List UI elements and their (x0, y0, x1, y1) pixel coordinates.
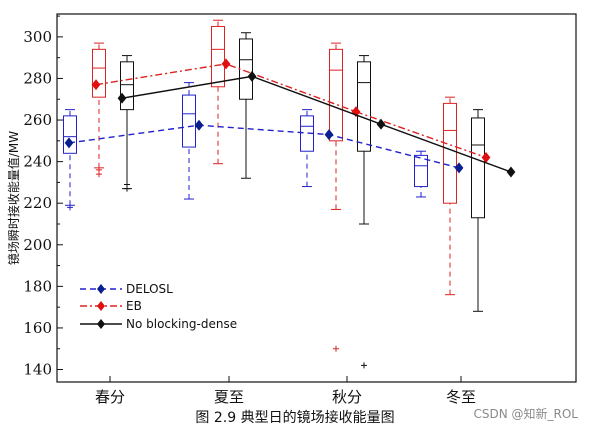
mean-marker (247, 70, 257, 82)
box-body (443, 102, 457, 204)
x-tick-label: 冬至 (446, 388, 476, 406)
outlier-point (96, 171, 102, 178)
outlier-point (361, 362, 367, 369)
y-tick-label: 200 (23, 236, 52, 254)
box-plot-item (443, 96, 457, 296)
box-body (211, 25, 225, 88)
mean-marker (64, 137, 74, 149)
legend-label: No blocking-dense (126, 317, 237, 331)
mean-marker (324, 129, 334, 141)
outlier-point (333, 345, 339, 352)
box-body (63, 115, 77, 154)
box-body (239, 38, 253, 100)
figure-caption: 图 2.9 典型日的镜场接收能量图 (195, 409, 394, 426)
legend-marker (97, 301, 105, 311)
legend-label: EB (126, 299, 142, 313)
legend-marker (97, 284, 105, 294)
series-mean-line (121, 75, 512, 173)
y-tick-label: 300 (23, 28, 52, 46)
box-plot-item (63, 109, 77, 211)
y-axis: 140 160 180 200 220 240 260 280 300 (23, 15, 63, 379)
series-mean-line (95, 63, 487, 159)
series-mean-line (68, 124, 460, 169)
mean-marker (454, 162, 464, 174)
box-body (329, 48, 343, 142)
y-tick-label: 280 (23, 69, 52, 87)
outlier-point (124, 185, 130, 192)
legend: DELOSL EB No blocking-dense (80, 282, 237, 331)
box-body (414, 154, 428, 188)
y-tick-label: 220 (23, 194, 52, 212)
y-axis-title: 镜场瞬时接收能量值/MW (6, 131, 21, 265)
means-layer (64, 58, 516, 178)
mean-marker (91, 79, 101, 91)
box-plot-item (120, 55, 134, 192)
y-tick-label: 260 (23, 111, 52, 129)
box-body (182, 94, 196, 148)
box-plot-item (329, 42, 343, 352)
x-axis: 春分 夏至 秋分 冬至 (95, 376, 476, 406)
legend-marker (97, 319, 105, 329)
box-body (92, 48, 106, 98)
y-tick-label: 240 (23, 153, 52, 171)
y-tick-label: 180 (23, 277, 52, 295)
mean-marker (221, 58, 231, 70)
legend-label: DELOSL (126, 282, 173, 296)
box-plot-item (414, 150, 428, 198)
y-tick-label: 160 (23, 319, 52, 337)
watermark: CSDN @知新_ROL (474, 406, 579, 421)
mean-marker (117, 92, 127, 104)
plot-area-frame (56, 13, 577, 383)
box-plot-item (182, 82, 196, 200)
box-plot-item (357, 55, 371, 369)
x-tick-label: 春分 (95, 388, 125, 406)
outlier-point (67, 204, 73, 211)
box-plot-item (471, 109, 485, 312)
y-tick-label: 140 (23, 361, 52, 379)
mean-marker (351, 106, 361, 118)
box-plot-item (211, 19, 225, 165)
box-plot-item (300, 109, 314, 188)
x-tick-label: 秋分 (332, 388, 362, 406)
x-tick-label: 夏至 (214, 388, 244, 406)
box-body (357, 61, 371, 152)
box-body (471, 117, 485, 219)
mean-marker (376, 118, 386, 130)
mean-marker (506, 166, 516, 178)
box-plot-item (92, 42, 106, 178)
mean-marker (194, 119, 204, 131)
boxes-layer (63, 19, 485, 369)
box-plot-item (239, 32, 253, 179)
